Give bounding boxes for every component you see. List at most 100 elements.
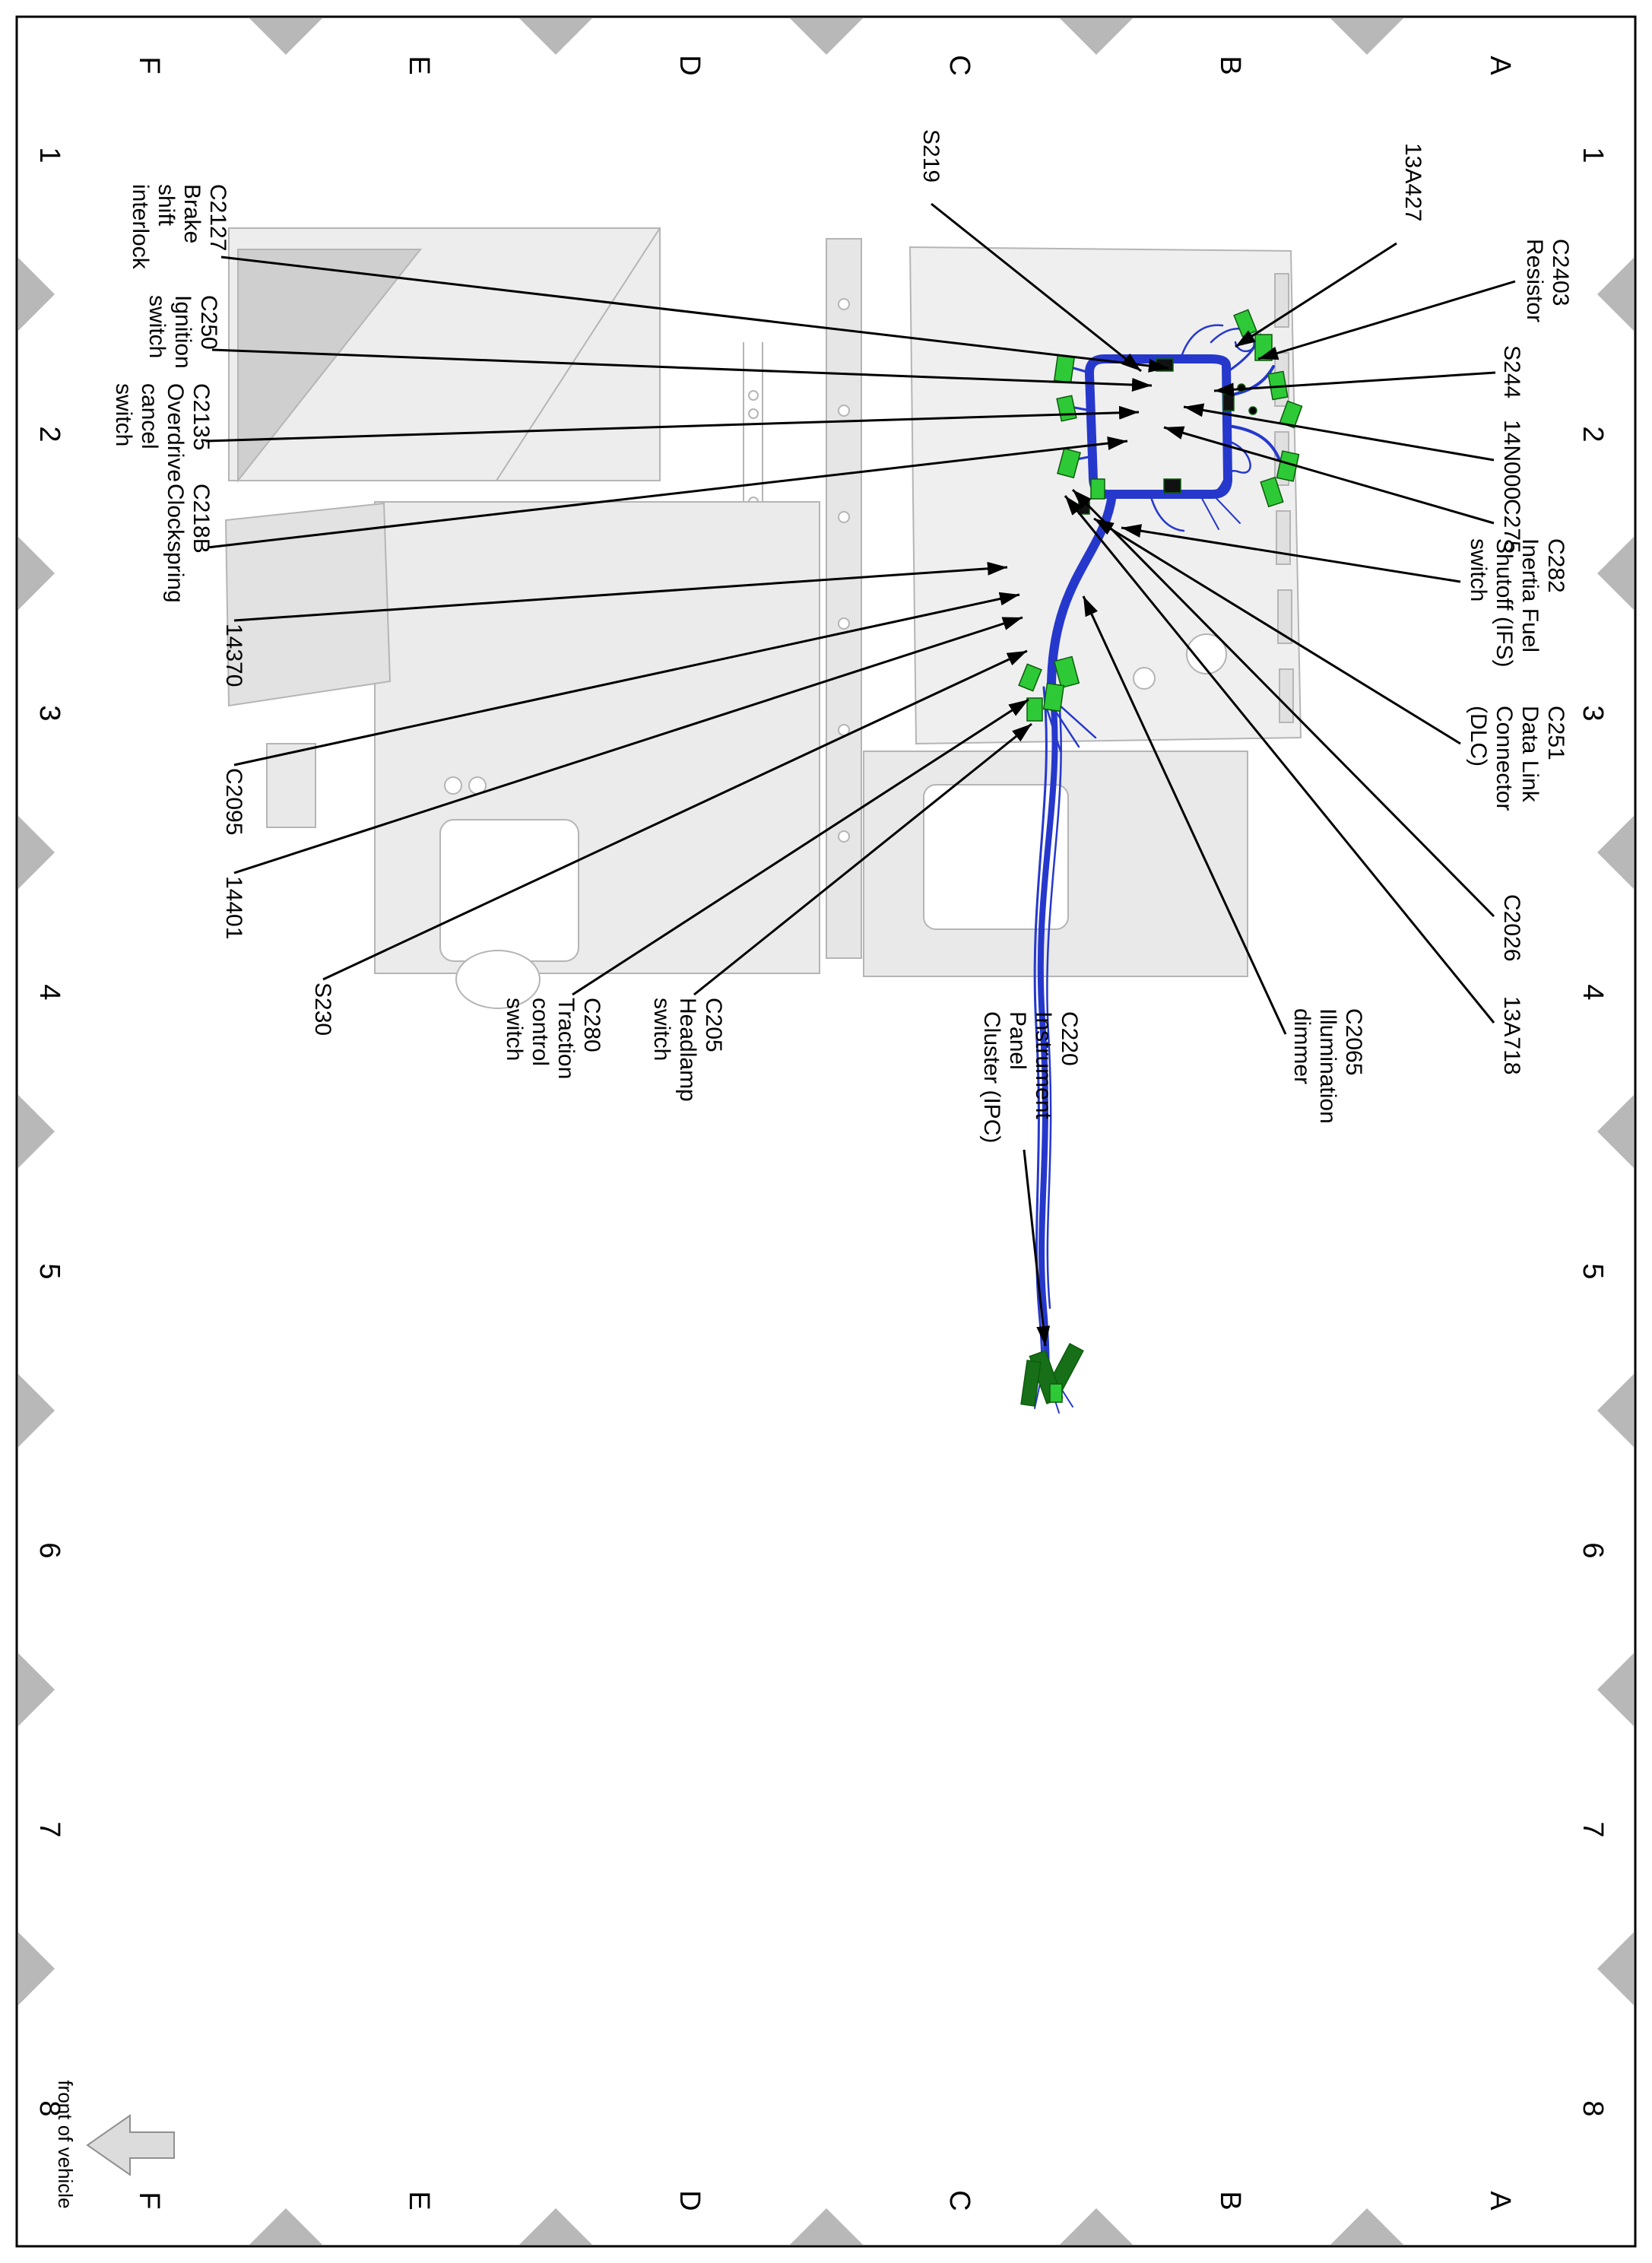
grid-row-label: A bbox=[1484, 56, 1516, 75]
callout-c282: C282 Inertia Fuel Shutoff (IFS) switch bbox=[1121, 524, 1568, 668]
zone-triangle-icon bbox=[18, 1932, 55, 2005]
callout-label: Clockspring bbox=[163, 484, 188, 603]
callout-label: interlock bbox=[128, 184, 153, 270]
callout-arrow bbox=[1064, 495, 1495, 1024]
callout-arrow bbox=[233, 616, 1023, 874]
callout-label: dimmer bbox=[1289, 1008, 1314, 1084]
front-of-vehicle-label: front of vehicle bbox=[54, 2080, 77, 2208]
callout-label: C275 bbox=[1499, 499, 1524, 554]
connector bbox=[1057, 447, 1081, 479]
callout-c2065: C2065 Illumination dimmer bbox=[1082, 595, 1366, 1124]
callout-arrow bbox=[931, 202, 1142, 373]
callout-label: 14370 bbox=[221, 624, 246, 687]
callout-arrow bbox=[572, 698, 1029, 996]
zone-triangle-icon bbox=[1330, 18, 1403, 55]
callout-c251: C251 Data Link Connector (DLC) bbox=[1093, 517, 1568, 811]
grid-row-label: D bbox=[674, 55, 706, 75]
callout-arrow bbox=[220, 256, 1169, 373]
connector bbox=[1090, 478, 1105, 500]
callout-label: Cluster (IPC) bbox=[979, 1011, 1004, 1143]
grid-col-label: 2 bbox=[33, 426, 65, 442]
grid-row-label: B bbox=[1214, 56, 1246, 75]
grid-col-label: 5 bbox=[33, 1263, 65, 1279]
grid-row-label: D bbox=[674, 2190, 706, 2211]
callouts: S219 13A427 C2403 Resistor S244 14N000 C… bbox=[111, 129, 1573, 1347]
callout-label: S244 bbox=[1499, 345, 1524, 398]
grid-col-label: 1 bbox=[1577, 147, 1609, 163]
zone-triangle-icon bbox=[1060, 18, 1133, 55]
callout-label: S219 bbox=[918, 129, 943, 182]
callout-14370: 14370 bbox=[221, 561, 1008, 687]
callout-label: switch bbox=[111, 383, 136, 446]
zone-triangle-icon bbox=[790, 18, 863, 55]
callout-13a718: 13A718 bbox=[1064, 495, 1524, 1074]
callout-label: switch bbox=[144, 295, 170, 358]
callout-label: (DLC) bbox=[1466, 706, 1491, 766]
callout-arrow bbox=[233, 561, 1008, 622]
zone-triangle-markers bbox=[18, 18, 1634, 2245]
callout-label: Instrument bbox=[1031, 1011, 1056, 1119]
grid-row-label: E bbox=[403, 56, 435, 75]
callout-label: C282 bbox=[1543, 538, 1568, 593]
callout-label: C251 bbox=[1543, 706, 1568, 760]
connector bbox=[1053, 354, 1076, 384]
callout-label: Illumination bbox=[1315, 1008, 1340, 1124]
zone-triangle-icon bbox=[18, 1374, 55, 1447]
callout-c218b: C218B Clockspring bbox=[163, 436, 1128, 603]
callout-c275: C275 bbox=[1163, 426, 1524, 554]
callout-arrow bbox=[207, 436, 1128, 549]
connector bbox=[1163, 478, 1181, 494]
callout-arrow bbox=[1257, 280, 1516, 360]
callout-arrow bbox=[1213, 371, 1496, 397]
callout-c205: C205 Headlamp switch bbox=[649, 722, 1032, 1102]
connector bbox=[1020, 1360, 1042, 1407]
grid-row-label: E bbox=[403, 2191, 435, 2210]
callout-arrow bbox=[693, 722, 1032, 996]
callout-label: C2095 bbox=[221, 768, 246, 835]
grid-col-label: 6 bbox=[33, 1542, 65, 1558]
callout-label: 13A427 bbox=[1400, 143, 1425, 221]
harness-squiggle bbox=[1149, 493, 1185, 532]
grid-row-label: F bbox=[133, 56, 165, 74]
zone-triangle-icon bbox=[519, 2208, 592, 2245]
harness-connectors bbox=[1018, 309, 1303, 1407]
zone-triangle-icon bbox=[18, 537, 55, 610]
callout-c2403: C2403 Resistor bbox=[1257, 239, 1573, 360]
zone-triangle-icon bbox=[519, 18, 592, 55]
connector bbox=[1042, 682, 1065, 713]
callout-s230: S230 bbox=[310, 649, 1028, 1036]
callout-arrow bbox=[1163, 426, 1495, 525]
callout-14401: 14401 bbox=[221, 616, 1023, 939]
callout-arrow bbox=[1071, 488, 1495, 918]
grid-row-label: C bbox=[943, 55, 975, 75]
zone-triangle-icon bbox=[1597, 537, 1634, 610]
zone-triangle-icon bbox=[1597, 258, 1634, 331]
callout-label: Data Link bbox=[1517, 706, 1543, 803]
grid-row-label: F bbox=[133, 2192, 165, 2209]
rotated-diagram-canvas: 1 2 3 4 5 6 7 8 1 2 3 4 5 6 7 8 A B C D … bbox=[15, 15, 1637, 2248]
callout-c2095: C2095 bbox=[221, 592, 1020, 835]
harness-branch bbox=[1226, 424, 1281, 462]
callout-label: C2026 bbox=[1499, 894, 1524, 961]
zone-triangle-icon bbox=[1597, 1653, 1634, 1726]
callout-label: control bbox=[528, 998, 553, 1066]
callout-label: Panel bbox=[1005, 1011, 1030, 1070]
callout-c280: C280 Traction control switch bbox=[502, 698, 1029, 1079]
callout-label: switch bbox=[649, 998, 674, 1061]
grid-col-label: 3 bbox=[1577, 705, 1609, 721]
callout-c2026: C2026 bbox=[1071, 488, 1524, 961]
callout-arrow bbox=[322, 649, 1028, 981]
callout-13a427: 13A427 bbox=[1235, 143, 1425, 348]
callout-s244: S244 bbox=[1213, 345, 1524, 398]
front-of-vehicle-arrow-icon bbox=[86, 2114, 175, 2176]
grid-row-label: C bbox=[943, 2190, 975, 2211]
callout-label: S230 bbox=[310, 982, 335, 1036]
callout-arrow bbox=[1082, 595, 1287, 1035]
connector bbox=[1276, 450, 1300, 482]
connector-location-diagram: 1 2 3 4 5 6 7 8 1 2 3 4 5 6 7 8 A B C D … bbox=[15, 15, 1637, 2248]
callout-label: 14401 bbox=[221, 876, 246, 939]
connector bbox=[1018, 663, 1042, 692]
harness-wisps bbox=[1045, 702, 1097, 753]
callout-c2127: C2127 Brake shift interlock bbox=[128, 184, 1169, 373]
